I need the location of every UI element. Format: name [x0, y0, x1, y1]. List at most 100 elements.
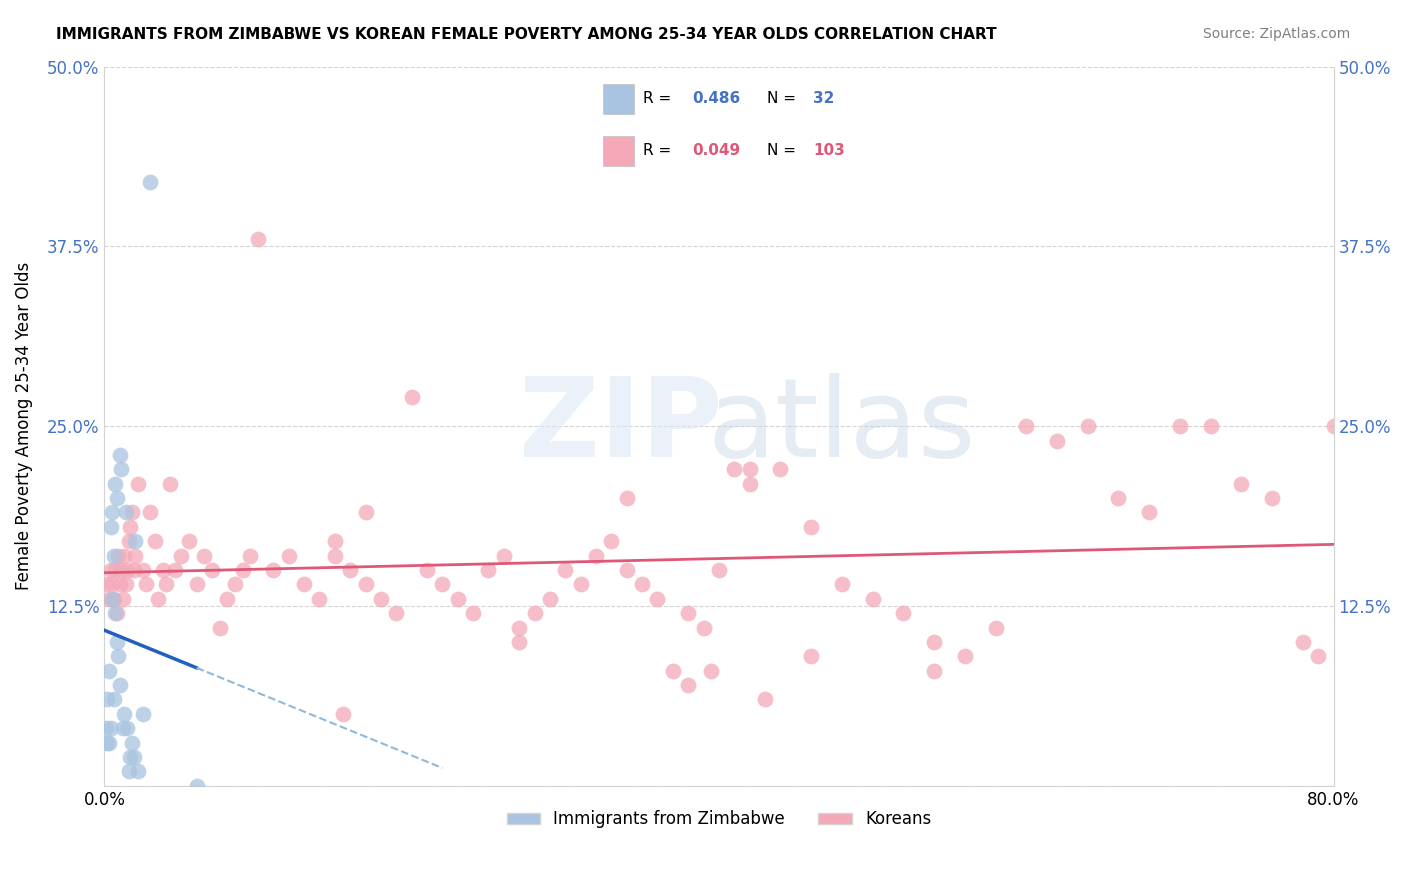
Point	[831, 577, 853, 591]
Point	[1137, 506, 1160, 520]
Text: IMMIGRANTS FROM ZIMBABWE VS KOREAN FEMALE POVERTY AMONG 25-34 YEAR OLDS CORRELAT: IMMIGRANTS FROM ZIMBABWE VS KOREAN FEMAL…	[56, 27, 997, 42]
Point	[662, 664, 685, 678]
Text: N =: N =	[766, 143, 800, 158]
Point	[146, 591, 169, 606]
Point	[1015, 419, 1038, 434]
Point	[98, 736, 121, 750]
Point	[800, 649, 823, 664]
Point	[508, 621, 530, 635]
Point	[631, 577, 654, 591]
Legend: Immigrants from Zimbabwe, Koreans: Immigrants from Zimbabwe, Koreans	[501, 804, 938, 835]
Point	[201, 563, 224, 577]
Point	[101, 506, 124, 520]
Point	[135, 577, 157, 591]
Point	[121, 506, 143, 520]
Y-axis label: Female Poverty Among 25-34 Year Olds: Female Poverty Among 25-34 Year Olds	[15, 262, 32, 591]
Point	[132, 706, 155, 721]
Point	[1046, 434, 1069, 448]
Point	[101, 591, 124, 606]
Point	[354, 506, 377, 520]
Point	[121, 736, 143, 750]
Point	[1292, 635, 1315, 649]
Point	[103, 591, 125, 606]
Text: R =: R =	[643, 143, 676, 158]
Point	[118, 764, 141, 779]
Point	[953, 649, 976, 664]
Bar	[603, 84, 634, 114]
Point	[323, 534, 346, 549]
Point	[600, 534, 623, 549]
Point	[723, 462, 745, 476]
Point	[105, 635, 128, 649]
Point	[104, 476, 127, 491]
Point	[416, 563, 439, 577]
Point	[98, 591, 121, 606]
Point	[159, 476, 181, 491]
Point	[104, 563, 127, 577]
Point	[262, 563, 284, 577]
Point	[401, 391, 423, 405]
Point	[738, 476, 761, 491]
Point	[165, 563, 187, 577]
Point	[224, 577, 246, 591]
Point	[707, 563, 730, 577]
Point	[1261, 491, 1284, 505]
Point	[107, 549, 129, 563]
Point	[132, 563, 155, 577]
Text: 0.049: 0.049	[693, 143, 741, 158]
Point	[922, 635, 945, 649]
Text: ZIP: ZIP	[519, 373, 723, 480]
Point	[492, 549, 515, 563]
Point	[332, 706, 354, 721]
Point	[508, 635, 530, 649]
Point	[616, 491, 638, 505]
Point	[155, 577, 177, 591]
Point	[292, 577, 315, 591]
Point	[110, 462, 132, 476]
Point	[447, 591, 470, 606]
Point	[676, 678, 699, 692]
Point	[101, 577, 124, 591]
Point	[1199, 419, 1222, 434]
Point	[432, 577, 454, 591]
Point	[111, 591, 134, 606]
Point	[118, 534, 141, 549]
Point	[738, 462, 761, 476]
Point	[115, 506, 138, 520]
Point	[569, 577, 592, 591]
Point	[700, 664, 723, 678]
Point	[1322, 419, 1344, 434]
Text: R =: R =	[643, 91, 676, 106]
Point	[538, 591, 561, 606]
Point	[143, 534, 166, 549]
Text: 103: 103	[813, 143, 845, 158]
Point	[122, 750, 145, 764]
Point	[139, 506, 162, 520]
Point	[105, 606, 128, 620]
Point	[186, 779, 208, 793]
Point	[108, 577, 131, 591]
Point	[692, 621, 714, 635]
Point	[120, 750, 142, 764]
Point	[647, 591, 669, 606]
Point	[193, 549, 215, 563]
Point	[127, 476, 149, 491]
Point	[1230, 476, 1253, 491]
Point	[96, 577, 118, 591]
Point	[339, 563, 361, 577]
Point	[1077, 419, 1099, 434]
Point	[308, 591, 330, 606]
Point	[96, 736, 118, 750]
Point	[105, 491, 128, 505]
Text: Source: ZipAtlas.com: Source: ZipAtlas.com	[1202, 27, 1350, 41]
Point	[385, 606, 408, 620]
Point	[186, 577, 208, 591]
Point	[177, 534, 200, 549]
Text: atlas: atlas	[707, 373, 976, 480]
Point	[96, 692, 118, 706]
Point	[769, 462, 792, 476]
Text: 0.486: 0.486	[693, 91, 741, 106]
Point	[98, 664, 121, 678]
Point	[1308, 649, 1330, 664]
Point	[247, 232, 270, 246]
